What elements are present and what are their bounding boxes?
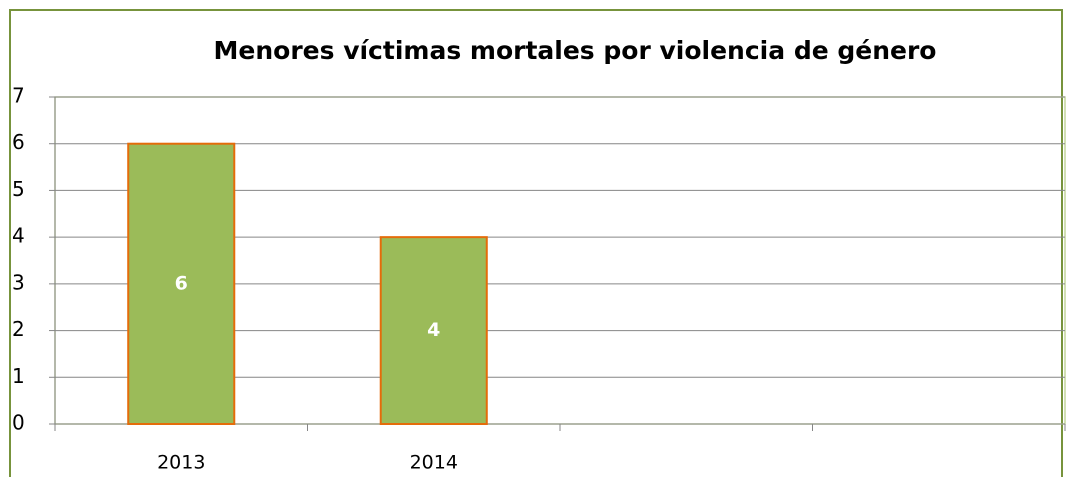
- bar: [127, 142, 236, 425]
- chart-title: Menores víctimas mortales por violencia …: [214, 36, 937, 65]
- y-tick-label: 6: [12, 130, 25, 154]
- x-tick-label: 2013: [157, 452, 205, 474]
- bar: [379, 236, 488, 425]
- chart-frame: [9, 9, 1063, 477]
- x-tick-label: 2014: [410, 452, 458, 474]
- data-label: 4: [427, 319, 440, 341]
- y-tick-label: 7: [12, 84, 25, 108]
- y-tick-label: 5: [12, 177, 25, 201]
- y-tick-label: 0: [12, 411, 25, 435]
- data-label: 6: [175, 272, 188, 294]
- y-tick-label: 4: [12, 224, 25, 248]
- y-tick-label: 3: [12, 270, 25, 294]
- y-tick-label: 2: [12, 317, 25, 341]
- y-tick-label: 1: [12, 364, 25, 388]
